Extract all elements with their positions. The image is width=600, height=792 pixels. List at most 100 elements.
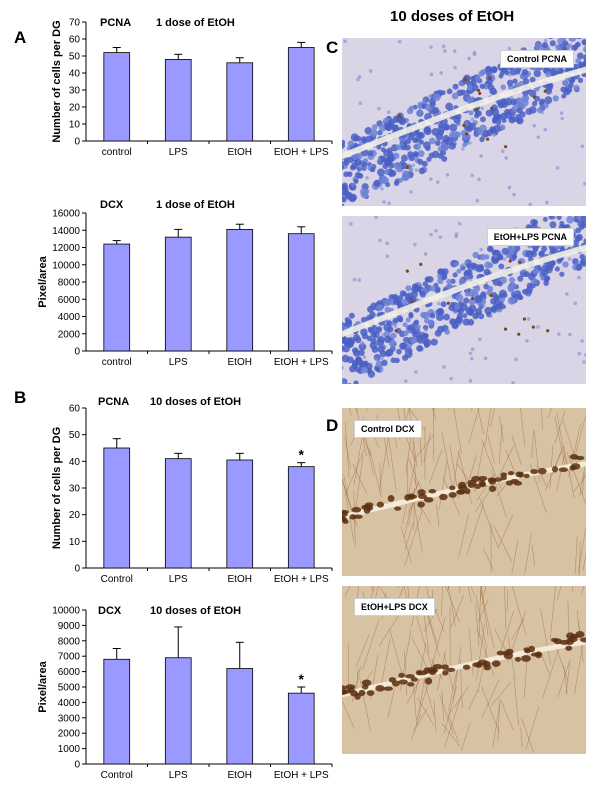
- dendrite: [487, 435, 495, 464]
- chart-1: 0 10 20 30 40 50 60 70 Number of cells per DG PCN…: [51, 17, 333, 158]
- nucleus: [408, 105, 414, 111]
- nucleus: [543, 280, 550, 286]
- nucleus: [530, 219, 537, 226]
- nucleus: [460, 89, 467, 96]
- nucleus: [541, 245, 548, 252]
- stained-cell: [419, 262, 423, 266]
- nucleus: [356, 166, 362, 172]
- micrograph-label: EtOH+LPS PCNA: [486, 228, 574, 246]
- dendrite: [557, 662, 570, 698]
- scattered-nucleus: [409, 168, 414, 172]
- scattered-nucleus: [580, 339, 585, 343]
- y-tick-label: 60: [69, 35, 81, 46]
- x-tick-label: EtOH: [228, 574, 252, 585]
- nucleus: [425, 277, 431, 283]
- nucleus: [502, 292, 508, 298]
- scattered-nucleus: [453, 65, 457, 70]
- dendrite: [448, 586, 456, 626]
- scattered-nucleus: [377, 106, 381, 111]
- nucleus: [404, 137, 412, 145]
- scattered-nucleus: [414, 168, 419, 172]
- nucleus: [484, 66, 492, 73]
- scattered-nucleus: [470, 347, 475, 352]
- scattered-nucleus: [488, 285, 493, 290]
- nucleus: [360, 190, 369, 199]
- scattered-nucleus: [464, 261, 469, 265]
- nucleus: [506, 79, 514, 87]
- scattered-nucleus: [411, 163, 416, 168]
- scattered-nucleus: [405, 134, 410, 139]
- nucleus: [395, 327, 402, 334]
- nucleus: [423, 126, 431, 134]
- dendrite: [461, 722, 471, 751]
- nucleus: [398, 177, 404, 183]
- dcx-cell-body: [558, 467, 569, 473]
- nucleus: [468, 297, 477, 306]
- nucleus: [426, 156, 432, 162]
- nucleus: [418, 139, 424, 145]
- dendrite: [468, 408, 480, 444]
- scattered-nucleus: [438, 235, 443, 239]
- scattered-nucleus: [377, 157, 382, 162]
- nucleus: [361, 333, 369, 340]
- scattered-nucleus: [543, 38, 548, 43]
- stained-cell: [405, 165, 409, 169]
- dendrite: [413, 500, 423, 553]
- x-tick-label: EtOH + LPS: [274, 770, 329, 781]
- y-tick-label: 10: [69, 120, 81, 131]
- nucleus: [470, 75, 476, 82]
- dendrite: [479, 586, 482, 602]
- dendrite: [549, 586, 556, 640]
- dcx-cell-body: [537, 467, 547, 475]
- nucleus: [540, 269, 549, 277]
- micrograph-control-dcx: Control DCX: [342, 408, 586, 576]
- nucleus: [521, 68, 529, 76]
- nucleus: [533, 69, 542, 78]
- dcx-cell-body: [439, 493, 448, 501]
- nucleus: [388, 162, 395, 169]
- stained-cell: [405, 269, 409, 273]
- dendrite: [458, 514, 469, 558]
- nucleus: [367, 370, 376, 378]
- nucleus: [528, 106, 537, 114]
- nucleus: [484, 306, 493, 315]
- dcx-cell-body: [496, 650, 505, 656]
- nucleus: [451, 92, 459, 100]
- dendrite: [468, 629, 474, 676]
- scattered-nucleus: [443, 49, 447, 53]
- x-tick-label: Control: [101, 574, 133, 585]
- dcx-cell-body: [410, 677, 419, 682]
- dendrite: [362, 619, 380, 670]
- panel-letter-b: B: [14, 388, 27, 407]
- x-tick-label: LPS: [169, 574, 188, 585]
- scattered-nucleus: [504, 156, 509, 160]
- dendrite: [524, 533, 532, 575]
- dendrite: [344, 586, 351, 597]
- micrograph-control-pcna: Control PCNA: [342, 38, 586, 206]
- x-tick-label: EtOH + LPS: [274, 147, 329, 158]
- nucleus: [390, 332, 397, 339]
- nucleus: [379, 350, 387, 358]
- nucleus: [342, 196, 347, 203]
- nucleus: [385, 182, 391, 188]
- dcx-cell-body: [580, 637, 586, 643]
- dendrite: [476, 623, 485, 680]
- dendrite: [436, 504, 440, 527]
- dendrite: [432, 408, 437, 421]
- dendrite: [443, 654, 454, 690]
- nucleus: [479, 253, 487, 261]
- scattered-nucleus: [478, 337, 482, 342]
- scattered-nucleus: [481, 304, 486, 308]
- dcx-cell-body: [464, 488, 471, 495]
- nucleus: [485, 109, 493, 117]
- nucleus: [462, 313, 468, 319]
- scattered-nucleus: [583, 181, 586, 186]
- scattered-nucleus: [411, 340, 415, 345]
- nucleus: [532, 268, 539, 275]
- nucleus: [500, 100, 509, 108]
- dcx-cell-body: [535, 651, 543, 659]
- significance-marker: *: [299, 671, 305, 687]
- y-tick-label: 50: [69, 52, 81, 63]
- scattered-nucleus: [459, 264, 464, 268]
- scattered-nucleus: [477, 177, 481, 182]
